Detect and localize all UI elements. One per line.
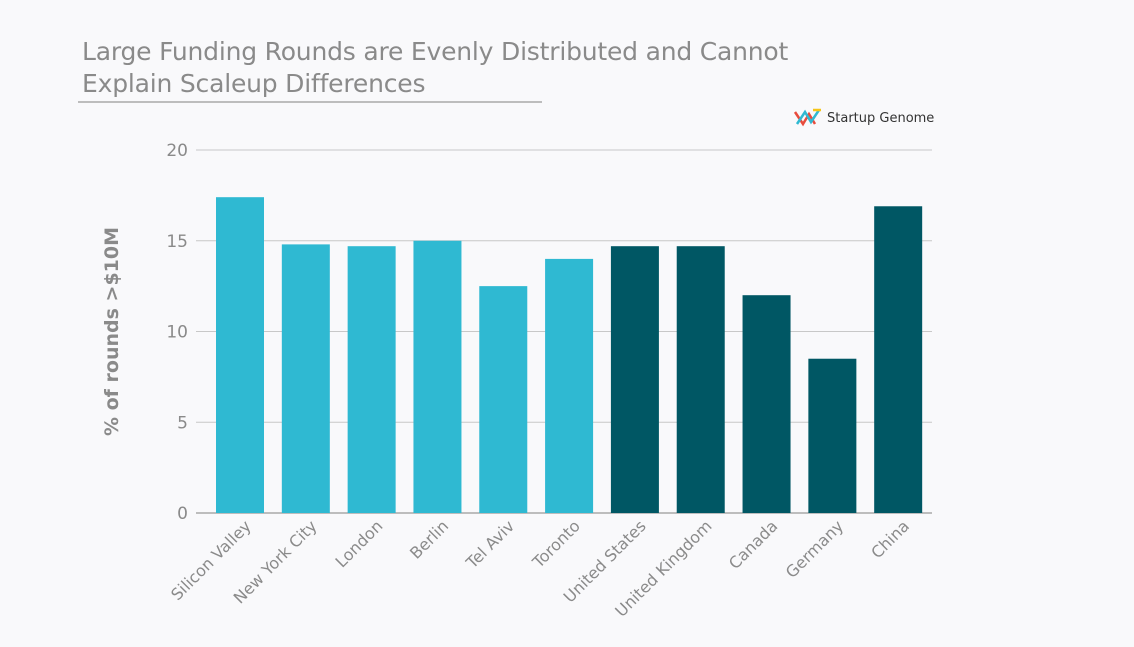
- x-tick-label: Tel Aviv: [462, 516, 518, 572]
- bar-tel-aviv: [479, 286, 528, 513]
- bar-new-york-city: [281, 244, 330, 513]
- brand-logo: Startup Genome: [793, 106, 934, 130]
- y-tick-label: 15: [166, 232, 188, 252]
- bar-germany: [808, 358, 857, 513]
- x-tick-label: China: [867, 516, 913, 562]
- bar-toronto: [545, 258, 594, 513]
- bar-china: [874, 206, 923, 513]
- x-tick-label: Germany: [782, 516, 847, 581]
- startup-genome-logo-icon: [793, 108, 821, 127]
- bar-united-kingdom: [676, 246, 725, 513]
- x-tick-label: London: [332, 516, 387, 571]
- title-underline: [78, 101, 542, 103]
- chart-title: Large Funding Rounds are Evenly Distribu…: [82, 37, 789, 98]
- x-tick-label: Toronto: [528, 516, 584, 572]
- y-tick-label: 20: [166, 141, 188, 161]
- brand-name: Startup Genome: [827, 110, 935, 126]
- y-tick-label: 5: [177, 413, 188, 433]
- y-tick-label: 10: [166, 323, 188, 343]
- y-tick-label: 0: [177, 504, 188, 524]
- bar-berlin: [413, 240, 462, 513]
- x-tick-label: Berlin: [406, 516, 452, 562]
- y-axis-label: % of rounds >$10M: [101, 227, 123, 436]
- bar-silicon-valley: [216, 197, 264, 513]
- bar-london: [347, 246, 396, 513]
- bar-united-states: [610, 246, 659, 513]
- x-tick-label: Canada: [725, 516, 781, 572]
- bar-canada: [742, 295, 791, 513]
